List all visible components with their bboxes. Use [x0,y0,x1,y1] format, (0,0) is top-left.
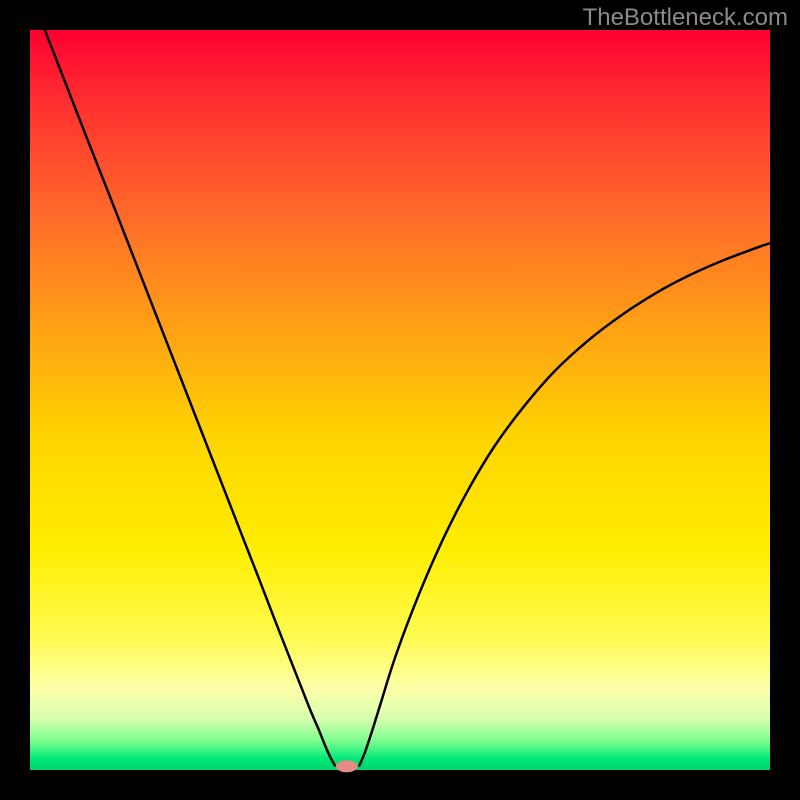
chart-frame: TheBottleneck.com [0,0,800,800]
plot-background [30,30,770,770]
optimal-marker [336,760,358,772]
bottleneck-chart [0,0,800,800]
watermark-text: TheBottleneck.com [583,4,788,32]
